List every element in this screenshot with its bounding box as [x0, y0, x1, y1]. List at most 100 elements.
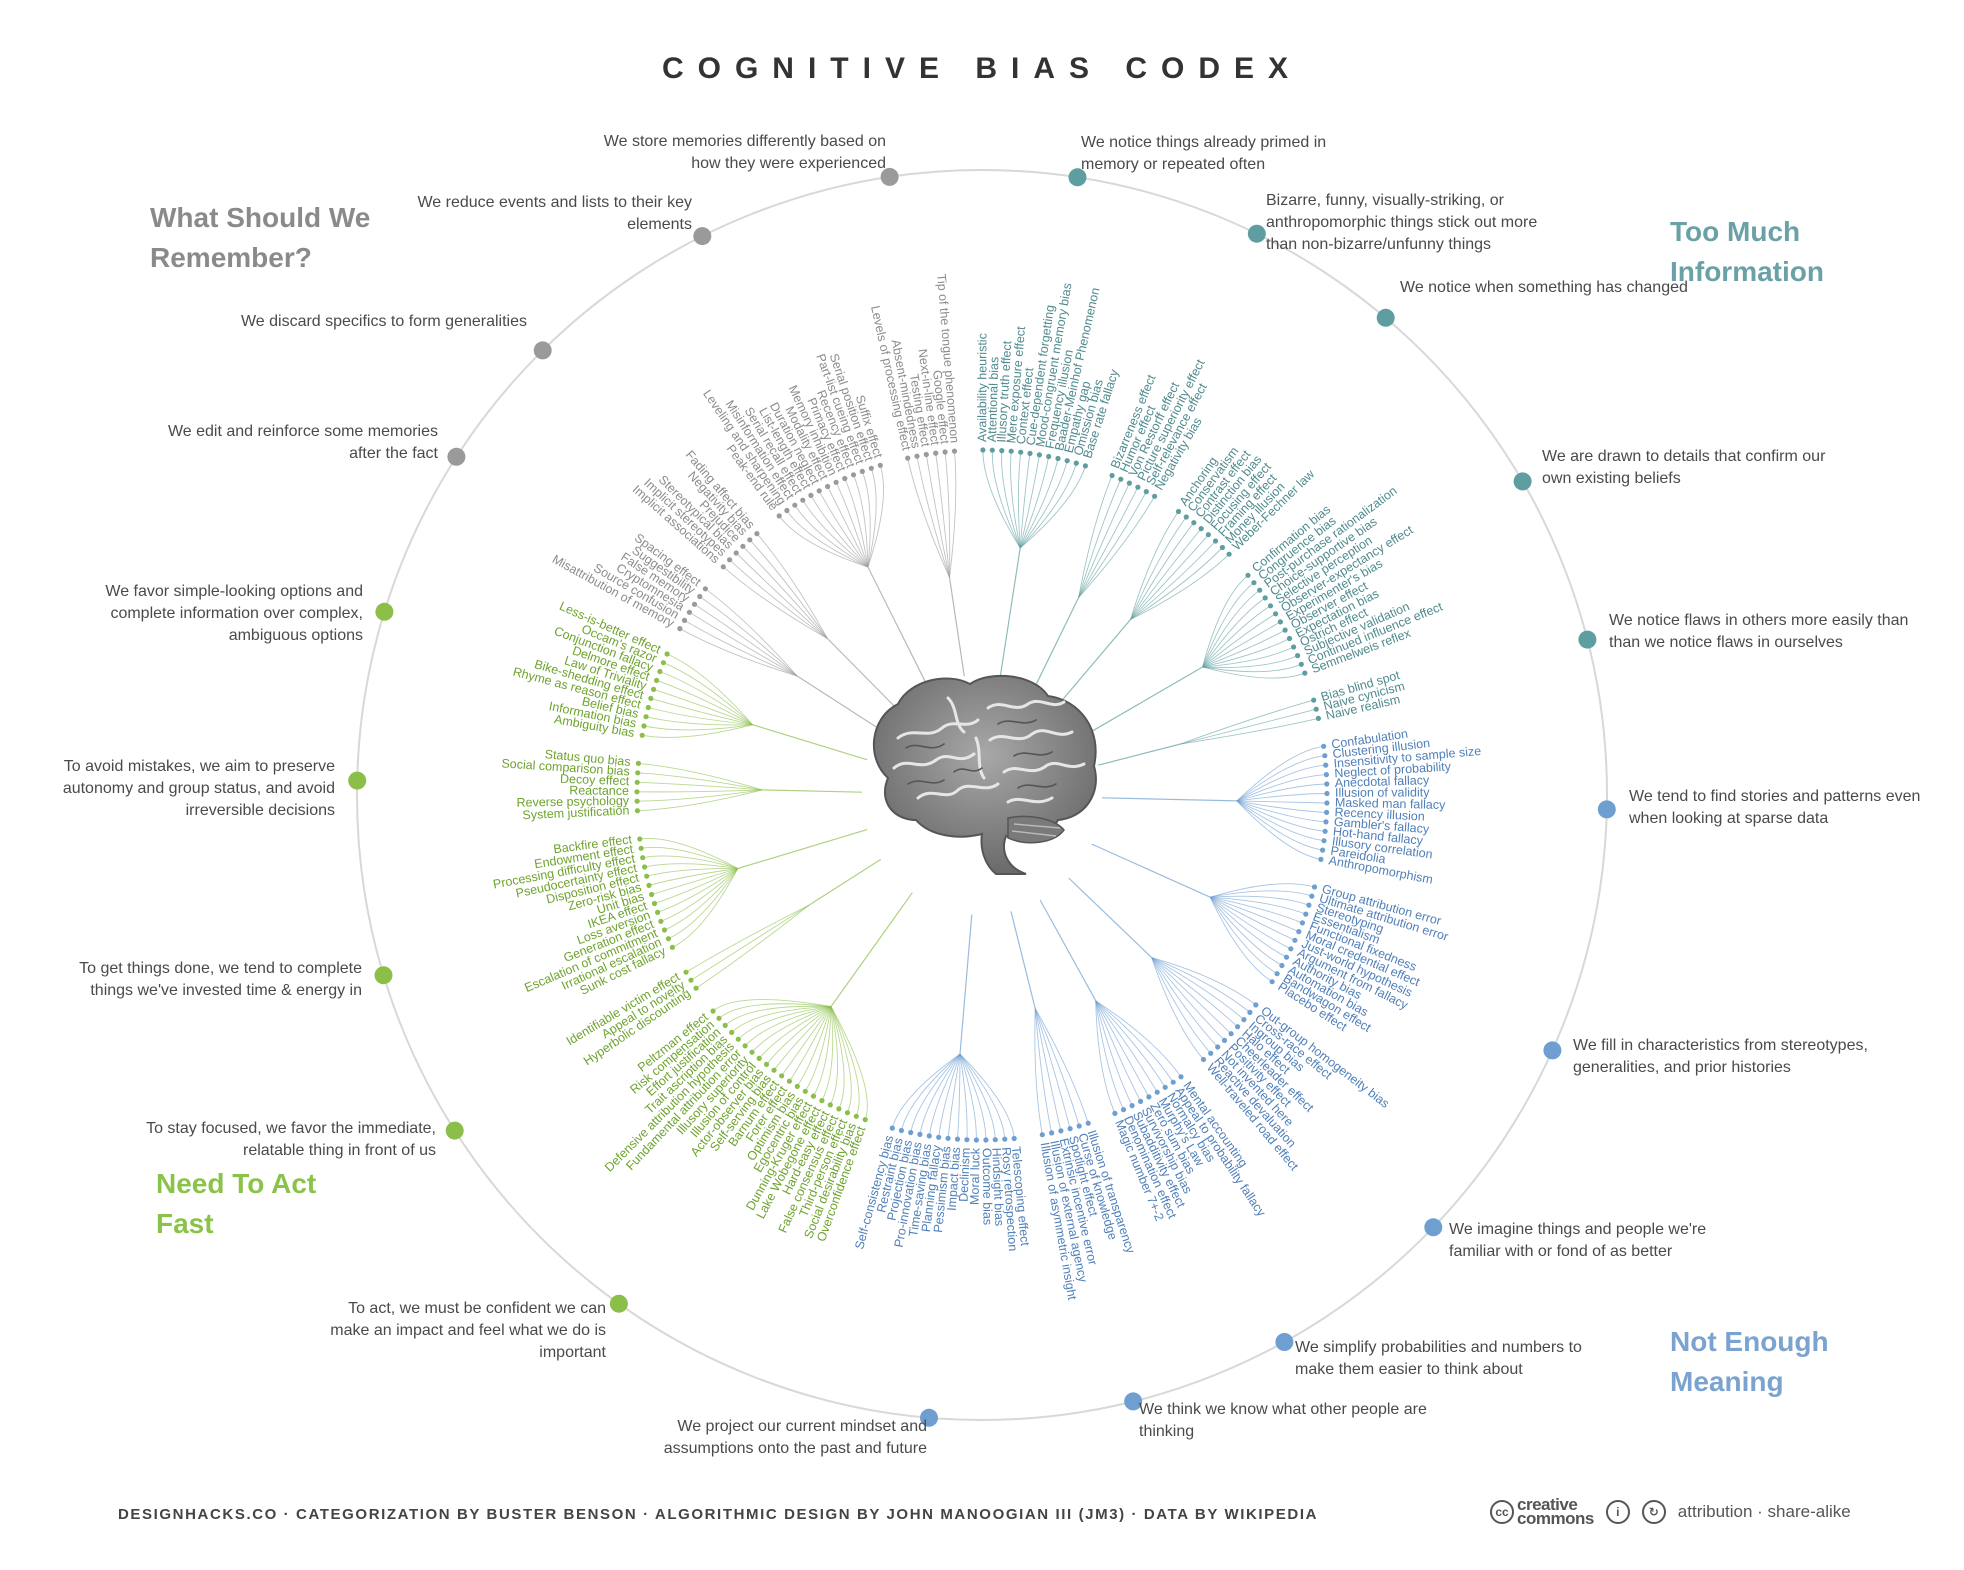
branch-line: [724, 1005, 832, 1026]
bias-dot: [1178, 1074, 1184, 1080]
bias-dot: [914, 453, 920, 459]
branch-line: [1236, 793, 1328, 802]
branch-line: [637, 789, 763, 802]
bias-dot: [1320, 847, 1326, 853]
bias-dot: [802, 1088, 808, 1094]
branch-stem: [1010, 911, 1036, 1009]
branch-line: [1151, 957, 1257, 1006]
branch-line: [1202, 589, 1260, 668]
bias-dot: [1018, 449, 1024, 455]
branch-line: [1034, 1008, 1089, 1124]
bias-dot: [754, 531, 760, 537]
bias-dot: [1135, 484, 1141, 490]
bias-dot: [1198, 526, 1204, 532]
category-label: We project our current mindset and assum…: [663, 1418, 927, 1457]
branch-line: [900, 1053, 961, 1131]
bias-dot: [747, 537, 753, 543]
bias-dot: [1215, 1044, 1221, 1050]
branch-line: [827, 486, 869, 568]
bias-dot: [905, 455, 911, 461]
branch-line: [786, 510, 869, 568]
branch-line: [648, 868, 738, 886]
bias-dot: [1269, 979, 1275, 985]
branch-line: [789, 1006, 832, 1082]
bias-dot: [842, 475, 848, 482]
bias-dot: [1313, 706, 1319, 712]
bias-dot: [693, 985, 699, 991]
branch-stem: [826, 638, 899, 711]
branch-line: [1130, 547, 1223, 620]
bias-dot: [1011, 1135, 1017, 1142]
branch-line: [1236, 800, 1321, 860]
bias-dot: [1064, 458, 1070, 464]
bias-dot: [1324, 790, 1330, 797]
bias-dot: [1251, 580, 1257, 586]
branch-line: [735, 552, 828, 639]
branch-line: [751, 1006, 832, 1053]
branch-line: [672, 868, 739, 948]
bias-dot: [1162, 1084, 1168, 1090]
branch-line: [639, 838, 739, 869]
bias-dot: [992, 1137, 998, 1143]
bias-dot: [1170, 1079, 1176, 1085]
bias-dot: [654, 677, 660, 684]
branch-line: [645, 716, 753, 726]
branch-line: [1202, 638, 1290, 668]
bias-dot: [1324, 809, 1330, 816]
bias-dot: [1323, 772, 1329, 778]
bias-dot: [980, 447, 986, 453]
branch-line: [1034, 1008, 1062, 1132]
branch-stem: [762, 789, 863, 793]
bias-dot: [862, 1117, 868, 1123]
bias-dot: [1262, 595, 1268, 601]
license-text: attribution · share-alike: [1677, 1502, 1851, 1521]
branch-line: [1095, 1000, 1124, 1110]
branch-line: [928, 1053, 961, 1136]
category-dot: [348, 771, 367, 790]
bias-dot: [844, 1110, 851, 1116]
branch-stem: [737, 829, 868, 870]
bias-dot: [655, 909, 661, 916]
bias-dot: [729, 1029, 735, 1035]
branch-line: [1202, 646, 1294, 668]
bias-dot: [1129, 1103, 1135, 1109]
branch-line: [1034, 1008, 1043, 1135]
bias-label: Illusory truth effect: [995, 340, 1015, 443]
bias-dot: [651, 900, 658, 907]
branch-line: [778, 515, 869, 568]
bias-dot: [1302, 670, 1308, 676]
branch-line: [1095, 1000, 1133, 1106]
bias-dot: [1036, 452, 1042, 458]
bias-dot: [665, 936, 672, 942]
branch-line: [723, 566, 828, 639]
bias-dot: [836, 1106, 842, 1112]
branch-line: [1019, 465, 1086, 549]
bias-dot: [639, 732, 645, 738]
bias-dot: [649, 891, 655, 898]
branch-line: [668, 868, 739, 940]
branch-line: [699, 596, 798, 677]
bias-dot: [651, 686, 657, 693]
branch-line: [1151, 957, 1245, 1020]
category-dot: [880, 167, 899, 186]
branch-line: [861, 471, 871, 568]
branch-line: [657, 868, 739, 913]
branch-line: [830, 1006, 852, 1113]
bias-dot: [771, 1067, 777, 1073]
branch-line: [1095, 1000, 1158, 1093]
branch-line: [781, 1006, 832, 1077]
branch-line: [642, 855, 738, 869]
branch-line: [916, 456, 950, 578]
bias-dot: [1311, 697, 1317, 703]
branch-line: [844, 478, 869, 568]
branch-line: [648, 707, 753, 726]
branch-line: [694, 603, 798, 677]
bias-dot: [683, 969, 689, 975]
bias-dot: [1146, 1094, 1152, 1100]
branch-line: [1019, 454, 1040, 549]
branch-line: [664, 868, 739, 931]
category-dot: [609, 1294, 628, 1313]
